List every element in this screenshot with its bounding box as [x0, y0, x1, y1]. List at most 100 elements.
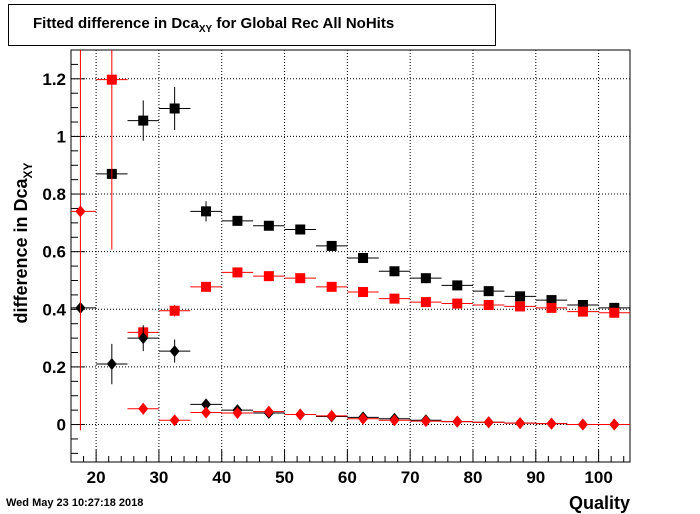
diamond-marker	[138, 332, 149, 345]
data-point-series-1	[253, 220, 285, 231]
data-point-series-4	[504, 417, 536, 430]
square-marker	[389, 266, 400, 277]
square-marker	[483, 299, 494, 310]
x-tick-label: 50	[275, 468, 294, 487]
square-marker	[295, 273, 306, 284]
square-marker	[546, 302, 557, 313]
diamond-marker	[138, 402, 149, 415]
y-tick-label: 1.2	[42, 70, 66, 89]
data-point-series-3	[190, 398, 222, 411]
square-marker	[326, 240, 337, 251]
x-tick-label: 40	[212, 468, 231, 487]
y-axis-title-sub: XY	[21, 162, 35, 178]
x-tick-label: 100	[584, 468, 612, 487]
x-axis-title: Quality	[569, 493, 630, 513]
square-marker	[201, 206, 212, 217]
square-marker	[515, 301, 526, 312]
plot-frame	[70, 49, 631, 463]
square-marker	[169, 103, 180, 114]
diamond-marker	[546, 417, 557, 430]
diamond-marker	[232, 407, 243, 420]
chart-title-subscript: XY	[198, 24, 213, 35]
data-point-series-1	[410, 273, 442, 284]
data-point-series-4	[71, 50, 97, 431]
data-point-series-4	[221, 407, 254, 420]
diamond-marker	[358, 412, 369, 425]
square-marker	[546, 295, 557, 306]
data-point-series-2	[347, 287, 379, 298]
square-marker	[232, 267, 243, 278]
data-point-series-4	[347, 412, 379, 425]
title-box: Fitted difference in DcaXY for Global Re…	[8, 4, 496, 46]
diamond-marker	[295, 408, 306, 421]
data-point-series-1	[472, 286, 505, 297]
diamond-marker	[169, 345, 180, 358]
data-point-series-4	[315, 409, 348, 422]
data-point-series-1	[378, 266, 411, 277]
y-tick-label: 0	[57, 416, 66, 435]
diamond-marker	[106, 358, 117, 371]
data-point-series-2	[598, 307, 630, 318]
data-point-series-1	[190, 201, 222, 222]
data-point-series-2	[96, 50, 128, 250]
square-marker	[106, 74, 117, 85]
square-marker	[452, 280, 463, 291]
data-point-series-4	[253, 405, 285, 418]
square-marker	[169, 305, 180, 316]
data-point-series-1	[441, 280, 473, 291]
square-marker	[420, 297, 431, 308]
data-point-series-2	[284, 273, 316, 284]
square-marker	[263, 220, 274, 231]
x-tick-label: 80	[464, 468, 483, 487]
square-marker	[263, 271, 274, 282]
data-point-series-4	[535, 417, 568, 430]
diamond-marker	[577, 418, 588, 431]
data-point-series-1	[347, 253, 379, 264]
diamond-marker	[75, 205, 86, 218]
square-marker	[358, 253, 369, 264]
data-point-series-1	[127, 100, 159, 141]
square-marker	[609, 307, 620, 318]
axes: 20 30 40 50 60 70 80 90 100 0 0.2 0.4 0.6 0.8 1 1.2	[42, 49, 625, 487]
data-point-series-2	[535, 302, 568, 313]
diamond-marker	[326, 409, 337, 422]
square-marker	[295, 224, 306, 235]
diamond-marker	[515, 417, 526, 430]
grid-lines	[71, 50, 630, 462]
data-point-series-4	[472, 416, 505, 429]
diamond-marker	[609, 418, 620, 431]
data-point-series-4	[190, 406, 222, 419]
square-marker	[420, 273, 431, 284]
diamond-marker	[201, 398, 212, 411]
square-marker	[483, 286, 494, 297]
data-point-series-2	[378, 293, 411, 304]
data-point-series-1	[315, 240, 348, 251]
data-point-series-3	[127, 325, 159, 352]
y-tick-label: 0.6	[42, 243, 66, 262]
diamond-marker	[389, 414, 400, 427]
x-tick-label: 90	[526, 468, 545, 487]
data-point-series-2	[158, 304, 191, 317]
y-tick-label: 0.4	[42, 300, 66, 319]
chart-title: Fitted difference in DcaXY for Global Re…	[33, 15, 394, 35]
data-point-series-4	[158, 414, 191, 427]
square-marker	[232, 215, 243, 226]
data-point-series-3	[71, 301, 97, 314]
y-tick-label: 0.2	[42, 358, 66, 377]
square-marker	[358, 287, 369, 298]
chart-title-prefix: Fitted difference in Dca	[33, 15, 199, 32]
square-marker	[138, 115, 149, 126]
data-point-series-2	[504, 301, 536, 312]
data-point-series-2	[253, 271, 285, 282]
square-marker	[577, 306, 588, 317]
data-point-series-4	[441, 415, 473, 428]
data-point-series-1	[221, 215, 254, 226]
data-point-series-1	[535, 295, 568, 306]
data-point-series-4	[284, 408, 316, 421]
chart-title-suffix: for Global Rec All NoHits	[212, 15, 395, 32]
data-point-series-2	[567, 306, 599, 317]
x-tick-label: 20	[87, 468, 106, 487]
data-point-series-2	[410, 297, 442, 308]
x-tick-label: 30	[149, 468, 168, 487]
